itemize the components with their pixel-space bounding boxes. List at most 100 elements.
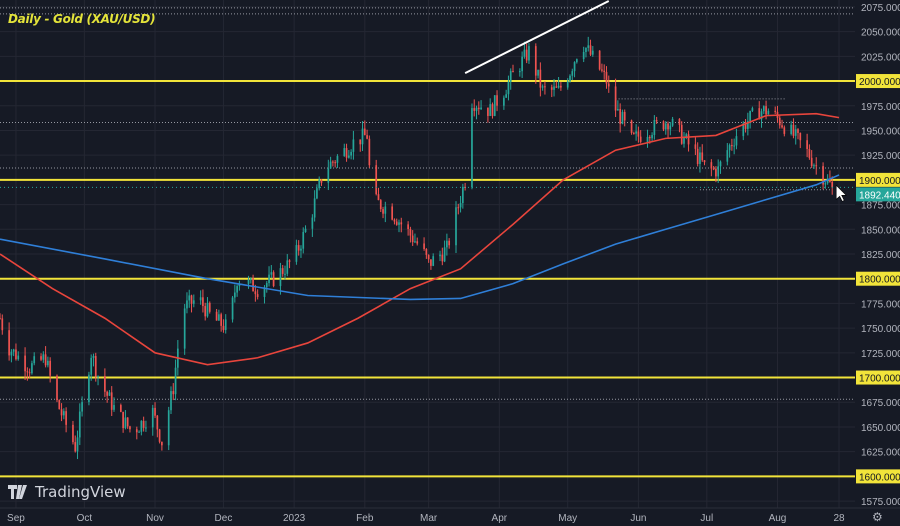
candle-body <box>76 437 79 452</box>
level-price-badge <box>856 271 900 286</box>
candle-body <box>129 426 131 430</box>
candle-body <box>678 118 681 125</box>
candle-body <box>767 110 770 115</box>
candle-body <box>407 224 409 230</box>
candle-body <box>384 206 387 214</box>
level-price-badge <box>856 74 900 89</box>
candle-body <box>220 314 223 326</box>
time-tick-label: Sep <box>7 513 25 524</box>
gear-icon[interactable]: ⚙ <box>872 510 883 524</box>
time-tick-label: May <box>558 513 577 524</box>
time-tick-label: 28 <box>833 513 845 524</box>
candle-body <box>758 108 761 120</box>
candle-body <box>523 49 526 57</box>
candle-body <box>637 131 640 137</box>
candle-body <box>31 363 33 374</box>
candle-body <box>318 179 321 189</box>
candle-body <box>172 391 175 395</box>
time-tick-label: Nov <box>146 513 164 524</box>
candle-body <box>699 152 701 164</box>
time-tick-label: Jun <box>630 513 646 524</box>
candle-body <box>208 302 211 312</box>
candle-body <box>416 241 419 244</box>
candle-body <box>512 71 514 73</box>
candle-body <box>662 121 665 130</box>
candle-body <box>60 409 63 416</box>
price-tick-label: 1925.000 <box>861 151 900 162</box>
candle-body <box>247 279 250 284</box>
candle-body <box>158 429 161 442</box>
candle-body <box>710 162 713 169</box>
candle-body <box>717 166 720 177</box>
time-tick-label: Mar <box>420 513 438 524</box>
candle-body <box>167 410 170 446</box>
candle-body <box>140 420 143 432</box>
candle-body <box>268 274 270 284</box>
level-price-badge <box>856 172 900 187</box>
candle-body <box>619 109 622 124</box>
candle-body <box>822 166 824 185</box>
candle-body <box>286 260 289 274</box>
level-price-badge <box>856 370 900 385</box>
price-tick-label: 1975.000 <box>861 102 900 113</box>
candle-body <box>794 129 797 136</box>
candle-body <box>461 186 464 204</box>
candle-body <box>393 219 396 222</box>
candle-body <box>503 97 505 106</box>
candle-body <box>334 162 337 164</box>
candle-body <box>575 59 578 63</box>
candle-body <box>272 272 275 287</box>
candle-body <box>218 314 220 321</box>
candle-body <box>826 178 829 184</box>
candle-body <box>336 156 339 163</box>
candle-body <box>281 268 284 274</box>
candle-body <box>119 405 122 412</box>
candle-body <box>224 319 227 331</box>
candle-body <box>135 429 138 433</box>
candle-body <box>400 222 403 225</box>
candle-body <box>316 188 318 199</box>
candle-body <box>377 194 380 201</box>
candle-body <box>731 145 733 147</box>
candle-body <box>744 123 747 129</box>
candle-body <box>607 83 610 87</box>
candle-body <box>585 47 587 53</box>
candle-body <box>347 155 350 158</box>
candle-body <box>78 411 81 438</box>
candle-body <box>204 306 207 317</box>
candle-body <box>359 139 362 145</box>
candle-body <box>423 243 425 250</box>
brand-name: TradingView <box>35 483 126 501</box>
candle-body <box>12 349 15 352</box>
candle-body <box>667 123 669 130</box>
moving-average-fast-line <box>0 112 840 366</box>
candle-body <box>279 268 282 287</box>
candle-body <box>97 376 99 378</box>
candle-body <box>587 45 590 48</box>
candle-body <box>824 183 827 185</box>
candle-body <box>88 374 90 403</box>
candle-body <box>808 149 811 158</box>
time-tick-label: Apr <box>492 513 508 524</box>
time-tick-label: 2023 <box>283 513 306 524</box>
candle-body <box>701 152 704 161</box>
candle-body <box>671 118 674 126</box>
candle-body <box>553 86 555 90</box>
candle-body <box>142 420 145 428</box>
candle-body <box>797 129 799 133</box>
candle-body <box>582 52 585 60</box>
candle-body <box>441 254 444 262</box>
candle-body <box>62 411 65 416</box>
candle-body <box>110 392 113 410</box>
time-tick-label: Oct <box>77 513 93 524</box>
candle-body <box>425 249 428 255</box>
candle-body <box>295 245 298 262</box>
candle-body <box>42 354 45 360</box>
tradingview-logo-icon <box>8 485 27 499</box>
candle-body <box>544 86 546 88</box>
candle-body <box>573 62 576 72</box>
time-tick-label: Dec <box>215 513 233 524</box>
candle-body <box>302 232 305 249</box>
candle-body <box>329 161 332 169</box>
